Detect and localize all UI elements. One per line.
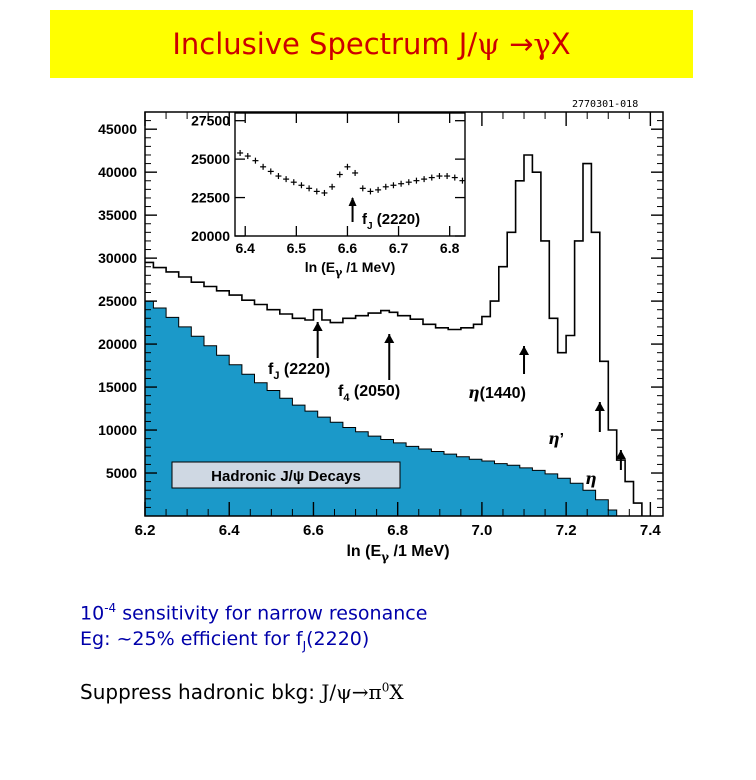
sensitivity-text: sensitivity for narrow resonance <box>116 602 428 625</box>
arrowhead-fJ <box>312 322 323 331</box>
inset-y-tick-label-1: 22500 <box>191 190 230 206</box>
efficiency-text: Eg: ~25% efficient for f <box>80 628 303 651</box>
y-tick-label-5: 30000 <box>98 250 137 266</box>
bullet-efficiency: Eg: ~25% efficient for fJ(2220) <box>80 626 427 659</box>
title-gamma: γ <box>533 27 551 61</box>
arrowhead-f4 <box>384 334 395 343</box>
y-tick-label-1: 10000 <box>98 422 137 438</box>
legend-box <box>171 461 401 489</box>
sensitivity-exponent: -4 <box>104 601 117 615</box>
y-tick-label-7: 40000 <box>98 164 137 180</box>
sensitivity-base: 10 <box>80 602 105 625</box>
title-psi: ψ <box>477 27 500 61</box>
figure-reference: 2770301-018 <box>572 99 639 110</box>
inset-frame <box>234 112 466 237</box>
inset-y-tick-label-2: 25000 <box>191 151 230 167</box>
y-tick-label-3: 20000 <box>98 336 137 352</box>
x-tick-label-6: 7.4 <box>640 522 662 539</box>
page-title: Inclusive Spectrum J/ψ →γX <box>50 10 693 78</box>
annotation-eta: η <box>585 469 597 488</box>
y-tick-label-0: 5000 <box>106 465 137 481</box>
inset-y-tick-label-0: 20000 <box>191 228 230 244</box>
inset-x-tick-label-4: 6.8 <box>440 240 460 256</box>
efficiency-suffix: (2220) <box>306 628 370 651</box>
x-tick-label-0: 6.2 <box>135 522 156 539</box>
bullet-notes: 10-4 sensitivity for narrow resonance Eg… <box>80 595 427 659</box>
x-tick-label-1: 6.4 <box>219 522 241 539</box>
x-axis-label: ln (Eγ /1 MeV) <box>346 543 449 564</box>
annotation-f4: f4 (2050) <box>338 383 400 404</box>
y-tick-label-6: 35000 <box>98 207 137 223</box>
x-tick-label-2: 6.6 <box>303 522 324 539</box>
footer-math-sup: 0 <box>381 680 390 695</box>
legend-label: Hadronic J/ψ Decays <box>211 468 361 485</box>
x-tick-label-4: 7.0 <box>471 522 492 539</box>
arrowhead-eta <box>615 450 626 459</box>
footer-math-end: X <box>389 680 404 704</box>
arrowhead-etaprime <box>594 402 605 411</box>
bullet-sensitivity: 10-4 sensitivity for narrow resonance <box>80 595 427 626</box>
y-tick-label-2: 15000 <box>98 379 137 395</box>
inset-background <box>235 113 465 236</box>
x-tick-label-3: 6.8 <box>387 522 408 539</box>
inset-x-axis-label: ln (Eγ /1 MeV) <box>305 259 396 279</box>
annotation-eta1440: η(1440) <box>468 383 526 402</box>
annotation-etaprime: η’ <box>548 429 564 448</box>
inset-x-tick-label-0: 6.4 <box>235 240 255 256</box>
y-tick-label-4: 25000 <box>98 293 137 309</box>
total-spectrum-line <box>145 154 643 516</box>
efficiency-subscript: J <box>302 639 307 654</box>
title-arrow: → <box>499 27 534 61</box>
inset-x-tick-label-2: 6.6 <box>338 240 358 256</box>
inset-x-tick-label-1: 6.5 <box>287 240 307 256</box>
inset-y-tick-label-3: 27500 <box>191 113 230 129</box>
inset-arrowhead <box>348 197 357 206</box>
footer-note: Suppress hadronic bkg: J/ψ→π0X <box>80 680 404 704</box>
inset-x-tick-label-3: 6.7 <box>389 240 409 256</box>
arrowhead-eta1440 <box>519 346 530 355</box>
inset-annotation-fJ: fJ (2220) <box>362 211 420 232</box>
footer-text: Suppress hadronic bkg: <box>80 680 322 704</box>
annotation-fJ: fJ (2220) <box>268 361 330 382</box>
main-plot-frame <box>144 111 664 517</box>
title-prefix: Inclusive Spectrum J/ <box>172 27 478 61</box>
x-tick-label-5: 7.2 <box>556 522 577 539</box>
title-banner: Inclusive Spectrum J/ψ →γX <box>50 10 693 78</box>
footer-math: J/ψ→π <box>321 680 382 704</box>
title-suffix: X <box>550 27 571 61</box>
y-tick-label-8: 45000 <box>98 121 137 137</box>
